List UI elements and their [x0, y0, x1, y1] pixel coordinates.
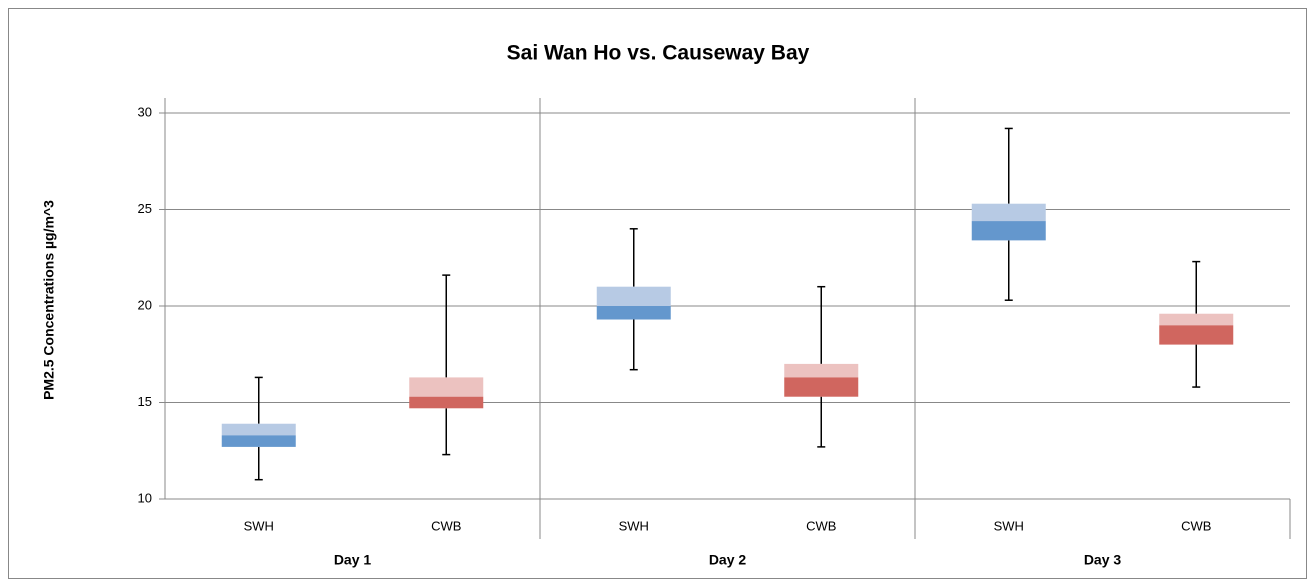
x-tick-label: SWH	[244, 518, 274, 533]
x-tick-label: CWB	[431, 518, 461, 533]
group-label: Day 3	[1084, 552, 1122, 568]
box-lower	[1159, 325, 1234, 345]
chart-title: Sai Wan Ho vs. Causeway Bay	[507, 42, 810, 65]
box-lower	[221, 435, 296, 447]
y-tick-label: 10	[138, 490, 152, 505]
y-tick-label: 30	[138, 104, 152, 119]
box-upper	[596, 286, 671, 306]
box-lower	[971, 221, 1046, 241]
box-lower	[596, 306, 671, 320]
x-tick-label: SWH	[994, 518, 1024, 533]
x-tick-label: CWB	[806, 518, 836, 533]
box-lower	[784, 377, 859, 397]
box-upper	[971, 203, 1046, 222]
y-axis-title: PM2.5 Concentrations µg/m^3	[41, 200, 57, 400]
y-tick-label: 25	[138, 201, 152, 216]
y-tick-label: 15	[138, 394, 152, 409]
group-label: Day 2	[709, 552, 747, 568]
box-upper	[409, 377, 484, 397]
box-upper	[221, 423, 296, 436]
box-lower	[409, 396, 484, 409]
group-label: Day 1	[334, 552, 372, 568]
y-tick-label: 20	[138, 297, 152, 312]
box-upper	[1159, 313, 1234, 326]
x-tick-label: SWH	[619, 518, 649, 533]
x-tick-label: CWB	[1181, 518, 1211, 533]
box-upper	[784, 363, 859, 378]
